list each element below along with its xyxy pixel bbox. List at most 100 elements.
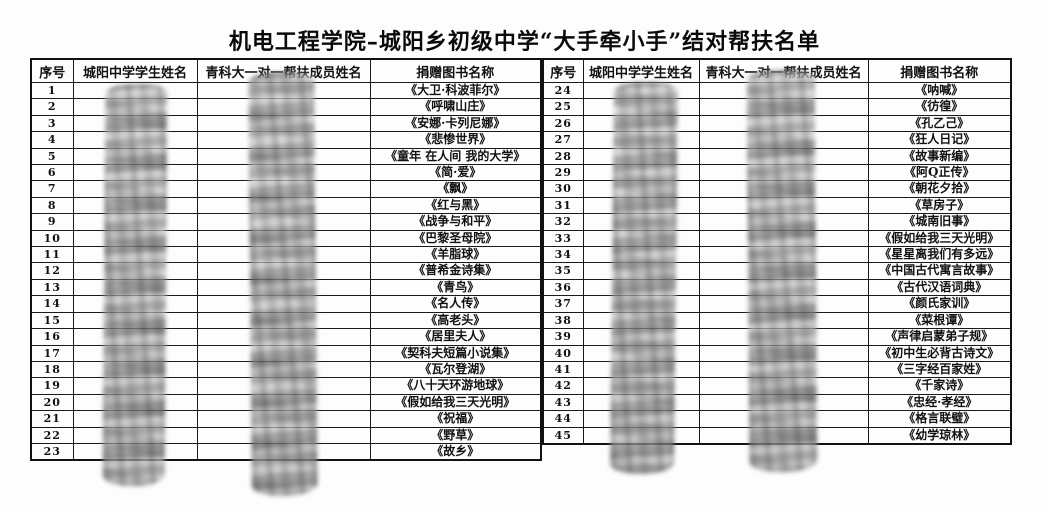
helper-name-cell (196, 147, 371, 166)
col-header-book-title: 捐赠图书名称 (867, 58, 1012, 83)
student-name-cell (72, 81, 198, 100)
table-row: 4 《悲惨世界》 (30, 131, 542, 149)
table-row: 20 《假如给我三天光明》 (30, 393, 542, 412)
book-title: 《星星离我们有多远》 (867, 246, 1012, 264)
table-row: 10 《巴黎圣母院》 (30, 229, 542, 248)
row-index: 30 (542, 180, 584, 198)
helper-name-cell (698, 426, 869, 445)
book-title: 《巴黎圣母院》 (369, 229, 542, 248)
row-index: 34 (542, 246, 584, 264)
student-name-cell (582, 180, 700, 198)
book-title: 《瓦尔登湖》 (369, 360, 542, 379)
table-row: 18 《瓦尔登湖》 (30, 360, 542, 379)
student-name-cell (72, 278, 198, 297)
helper-name-cell (698, 81, 869, 100)
book-title: 《朝花夕拾》 (867, 180, 1012, 198)
col-header-helper-name: 青科大一对一帮扶成员姓名 (196, 58, 371, 83)
helper-name-cell (196, 180, 371, 198)
table-row: 23 《故乡》 (30, 442, 542, 461)
row-index: 24 (542, 81, 584, 100)
helper-name-cell (698, 328, 869, 346)
helper-name-cell (698, 114, 869, 133)
helper-name-cell (698, 410, 869, 428)
table-row: 7 《飘》 (30, 180, 542, 198)
student-name-cell (72, 344, 198, 362)
helper-name-cell (196, 213, 371, 231)
book-title: 《声律启蒙弟子规》 (867, 328, 1012, 346)
table-row: 27 《狂人日记》 (542, 131, 1012, 149)
book-title: 《菜根谭》 (867, 311, 1012, 330)
student-name-cell (72, 114, 198, 133)
row-index: 22 (30, 426, 74, 444)
book-title: 《假如给我三天光明》 (867, 229, 1012, 248)
student-name-cell (72, 262, 198, 280)
row-index: 33 (542, 229, 584, 248)
row-index: 12 (30, 262, 74, 280)
col-header-student-name: 城阳中学学生姓名 (582, 58, 700, 83)
row-index: 1 (30, 81, 74, 100)
helper-name-cell (196, 426, 371, 444)
book-title: 《初中生必背古诗文》 (867, 344, 1012, 362)
row-index: 27 (542, 131, 584, 149)
book-title: 《战争与和平》 (369, 213, 542, 231)
col-header-book-title: 捐赠图书名称 (369, 58, 542, 83)
table-row: 30 《朝花夕拾》 (542, 180, 1012, 198)
row-index: 42 (542, 377, 584, 395)
table-row: 24 《呐喊》 (542, 81, 1012, 100)
student-name-cell (72, 426, 198, 444)
student-name-cell (582, 344, 700, 362)
table-row: 40 《初中生必背古诗文》 (542, 344, 1012, 362)
helper-name-cell (196, 114, 371, 133)
helper-name-cell (196, 262, 371, 280)
helper-name-cell (196, 442, 371, 461)
book-title: 《羊脂球》 (369, 246, 542, 264)
student-name-cell (582, 278, 700, 297)
row-index: 2 (30, 98, 74, 116)
roster-table-right: 序号 城阳中学学生姓名 青科大一对一帮扶成员姓名 捐赠图书名称 24 《呐喊》 … (542, 58, 1012, 445)
table-row: 41 《三字经百家姓》 (542, 360, 1012, 379)
student-name-cell (72, 196, 198, 215)
book-title: 《彷徨》 (867, 98, 1012, 116)
row-index: 25 (542, 98, 584, 116)
table-row: 29 《阿Q正传》 (542, 164, 1012, 182)
helper-name-cell (698, 213, 869, 231)
row-index: 19 (30, 377, 74, 395)
row-index: 36 (542, 278, 584, 297)
helper-name-cell (196, 328, 371, 346)
helper-name-cell (196, 377, 371, 395)
student-name-cell (582, 81, 700, 100)
helper-name-cell (196, 410, 371, 428)
table-row: 16 《居里夫人》 (30, 328, 542, 346)
table-row: 39 《声律启蒙弟子规》 (542, 328, 1012, 346)
row-index: 28 (542, 147, 584, 166)
student-name-cell (582, 295, 700, 313)
header-row: 序号 城阳中学学生姓名 青科大一对一帮扶成员姓名 捐赠图书名称 (30, 58, 542, 83)
student-name-cell (582, 114, 700, 133)
student-name-cell (582, 164, 700, 182)
student-name-cell (582, 426, 700, 445)
helper-name-cell (698, 377, 869, 395)
student-name-cell (582, 131, 700, 149)
helper-name-cell (698, 229, 869, 248)
row-index: 8 (30, 196, 74, 215)
row-index: 32 (542, 213, 584, 231)
row-index: 7 (30, 180, 74, 198)
col-header-helper-name: 青科大一对一帮扶成员姓名 (698, 58, 869, 83)
student-name-cell (72, 246, 198, 264)
table-row: 45 《幼学琼林》 (542, 426, 1012, 445)
helper-name-cell (196, 81, 371, 100)
student-name-cell (582, 147, 700, 166)
book-title: 《草房子》 (867, 196, 1012, 215)
table-row: 31 《草房子》 (542, 196, 1012, 215)
student-name-cell (72, 410, 198, 428)
table-row: 34 《星星离我们有多远》 (542, 246, 1012, 264)
student-name-cell (72, 360, 198, 379)
book-title: 《呐喊》 (867, 81, 1012, 100)
table-row: 9 《战争与和平》 (30, 213, 542, 231)
helper-name-cell (698, 196, 869, 215)
book-title: 《简·爱》 (369, 164, 542, 182)
helper-name-cell (196, 196, 371, 215)
book-title: 《名人传》 (369, 295, 542, 313)
col-header-index: 序号 (542, 58, 584, 83)
student-name-cell (582, 377, 700, 395)
